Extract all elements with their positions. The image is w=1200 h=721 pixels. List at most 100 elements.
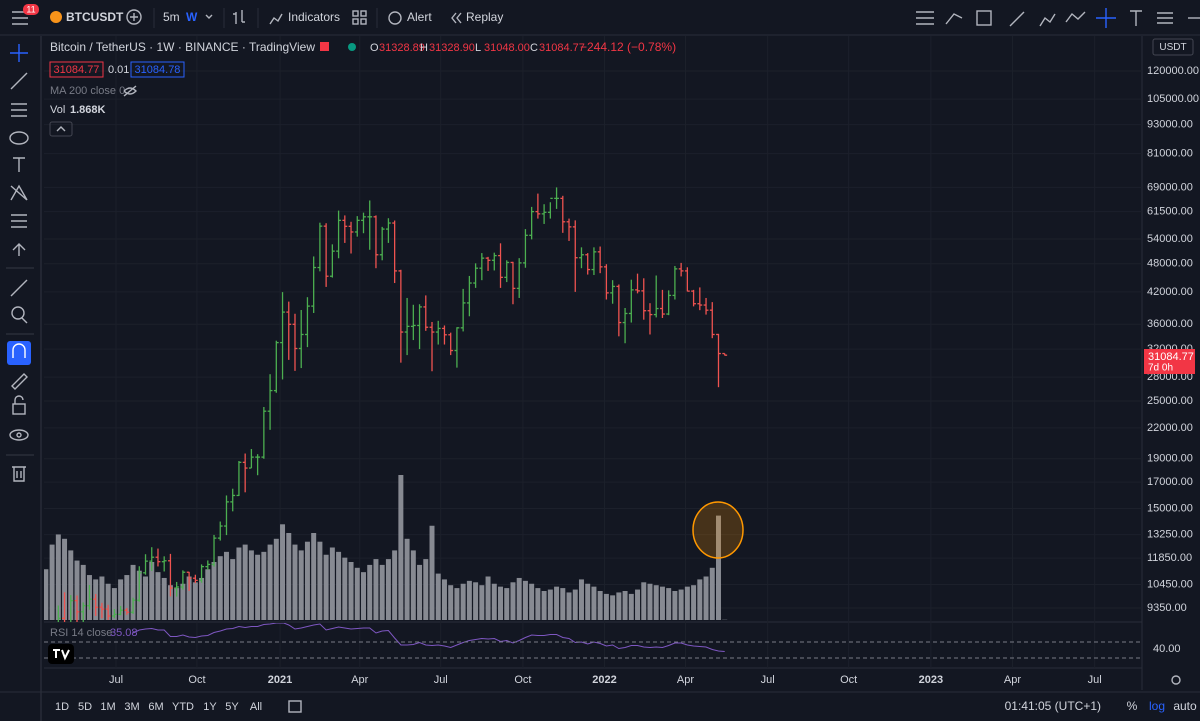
volume-bar <box>261 551 267 620</box>
volume-bar <box>161 577 167 620</box>
interval-active[interactable]: W <box>186 10 198 24</box>
volume-bar <box>323 554 329 620</box>
range-buttons: 1D 5D 1M 3M 6M YTD 1Y 5Y All <box>55 701 262 713</box>
volume-bar <box>616 592 622 620</box>
volume-bar <box>597 591 603 620</box>
volume-bar <box>367 564 373 620</box>
left-toolbar[interactable] <box>6 36 42 721</box>
x-tick-label: Oct <box>840 674 857 686</box>
flag-icon <box>320 42 329 51</box>
volume-bar <box>111 588 117 620</box>
auto-toggle[interactable]: auto <box>1173 699 1197 713</box>
rsi-value: 35.08 <box>110 627 138 639</box>
logo[interactable] <box>48 644 74 664</box>
drawing-tools[interactable] <box>916 8 1200 28</box>
currency-box[interactable] <box>1152 38 1194 56</box>
range-button[interactable]: YTD <box>172 701 194 713</box>
range-button[interactable]: 5D <box>78 701 92 713</box>
interval[interactable]: 5m <box>163 10 180 24</box>
volume-bar <box>628 593 634 620</box>
badge-count: 11 <box>26 4 35 14</box>
volume-bar <box>560 588 566 620</box>
ma-legend: MA 200 close 0 <box>50 85 125 97</box>
notification-badge <box>23 4 39 15</box>
log-toggle[interactable]: log <box>1149 699 1165 713</box>
range-button[interactable]: 6M <box>148 701 163 713</box>
volume-bar <box>143 576 149 620</box>
volume-bar <box>678 589 684 620</box>
price-bars <box>57 187 728 622</box>
y-tick-label: 10450.00 <box>1147 578 1193 590</box>
market-status <box>348 43 356 51</box>
volume-bar <box>155 572 161 620</box>
buy-box[interactable] <box>130 61 185 78</box>
alert-button[interactable]: Alert <box>407 10 432 24</box>
ohlc-label: O <box>370 42 379 54</box>
volume-bar <box>585 583 591 620</box>
volume-bar <box>286 533 292 620</box>
chart-type[interactable] <box>233 10 245 24</box>
volume-bar <box>236 547 242 620</box>
symbol[interactable]: BTCUSDT <box>66 10 124 24</box>
volume-bar <box>292 544 298 620</box>
date-range-icon[interactable] <box>288 700 302 713</box>
volume-bar <box>672 591 678 620</box>
volume-bar <box>716 515 721 620</box>
volume-bar <box>541 591 547 620</box>
chart-title: Bitcoin / TetherUS · 1W · BINANCE · Trad… <box>50 40 315 54</box>
volume-bar <box>454 588 460 620</box>
top-toolbar: 11 BTCUSDT 5m W Indicators Alert Replay <box>0 4 1200 36</box>
volume-bar <box>659 586 665 620</box>
volume-bar <box>62 538 68 620</box>
y-tick-label: 81000.00 <box>1147 148 1193 160</box>
vol-value: 1.868K <box>70 104 106 116</box>
ohlc-label: C <box>530 42 538 54</box>
range-button[interactable]: 3M <box>124 701 139 713</box>
volume-bar <box>479 585 485 620</box>
highlight-circle <box>692 501 744 559</box>
volume-bar <box>603 593 609 620</box>
rsi-bands <box>44 641 1142 659</box>
ohlc-value: 31084.77 <box>539 42 585 54</box>
volume-bar <box>535 588 541 620</box>
volume-bar <box>298 550 304 620</box>
grid <box>44 36 1142 668</box>
y-tick-label: 28000.00 <box>1147 371 1193 383</box>
y-tick-label: 48000.00 <box>1147 258 1193 270</box>
volume-bar <box>516 577 522 620</box>
volume-bar <box>417 564 423 620</box>
volume-bar <box>223 551 229 620</box>
range-button[interactable]: All <box>250 701 262 713</box>
ask[interactable]: 31084.78 <box>135 64 181 76</box>
volume-bar <box>174 588 180 620</box>
volume-bar <box>379 564 385 620</box>
x-tick-label: 2023 <box>919 674 943 686</box>
volume-bar <box>491 583 497 620</box>
sell-box[interactable] <box>49 61 104 78</box>
range-button[interactable]: 1Y <box>203 701 217 713</box>
range-button[interactable]: 1D <box>55 701 69 713</box>
x-tick-label: Apr <box>1004 674 1021 686</box>
ohlc-value: 31328.89 <box>379 42 425 54</box>
replay-button[interactable]: Replay <box>466 10 503 24</box>
volume-bar <box>578 579 584 620</box>
indicators-button[interactable]: Indicators <box>288 10 340 24</box>
volume-bar <box>653 585 659 620</box>
bid[interactable]: 31084.77 <box>54 64 100 76</box>
percent-toggle[interactable]: % <box>1127 699 1138 713</box>
add-symbol[interactable] <box>126 9 142 25</box>
volume-bar <box>684 586 690 620</box>
range-button[interactable]: 5Y <box>225 701 239 713</box>
volume-bar <box>466 580 472 620</box>
currency[interactable]: USDT <box>1159 42 1186 53</box>
settings[interactable] <box>1171 675 1181 685</box>
volume-bar <box>180 583 186 620</box>
volume-bar <box>186 576 192 620</box>
collapse-button[interactable] <box>49 121 73 137</box>
range-button[interactable]: 1M <box>100 701 115 713</box>
volume-bar <box>441 579 447 620</box>
volume-bar <box>703 576 709 620</box>
rsi-line <box>132 623 725 652</box>
y-tick-label: 54000.00 <box>1147 233 1193 245</box>
